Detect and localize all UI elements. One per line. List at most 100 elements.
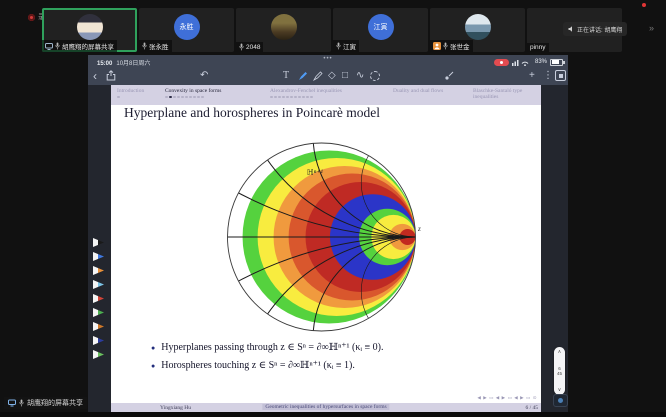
tangent-point-label: z: [417, 225, 421, 233]
tile-label: 张世金: [430, 40, 473, 52]
video-tile[interactable]: 张世金: [430, 8, 525, 52]
avatar: 江寅: [367, 14, 394, 40]
nav-section[interactable]: Blaschke-Santaló type inequalities: [473, 88, 523, 100]
tape-tool-button[interactable]: ∿: [356, 70, 365, 81]
footer-page-number: 6 / 45: [525, 404, 538, 411]
widget-icon: [558, 398, 563, 403]
footer-paper-title: Geometric inequalities of hypersurfaces …: [262, 404, 390, 410]
back-button[interactable]: ‹: [93, 68, 97, 83]
mic-icon: [443, 42, 448, 50]
screen-share-area: 15:00 10月8日周六 ••• 83% ‹ ↶ T: [88, 55, 568, 412]
share-button[interactable]: [106, 69, 116, 82]
pen-preset[interactable]: [93, 238, 104, 247]
bullet-icon: ●: [151, 344, 156, 352]
eraser-tool-button[interactable]: ◇: [328, 70, 336, 81]
pointer-tool-button[interactable]: [444, 69, 454, 82]
pen-strip: [93, 238, 104, 359]
display-icon: [8, 399, 16, 407]
video-tile-screenshare[interactable]: 胡鹰翔的屏幕共享: [42, 8, 137, 52]
floating-widget[interactable]: [553, 394, 568, 407]
avatar: 永胜: [173, 14, 200, 40]
bottom-bar: [0, 412, 666, 417]
shapes-tool-button[interactable]: □: [342, 70, 349, 81]
collapse-chevrons-icon[interactable]: »: [649, 23, 655, 33]
text-tool-button[interactable]: T: [283, 70, 290, 81]
pen-preset[interactable]: [93, 252, 104, 261]
tile-label: pinny: [527, 43, 549, 52]
tile-label: 江寅: [333, 40, 359, 52]
video-tile[interactable]: 江寅 江寅: [333, 8, 428, 52]
participant-name: 江寅: [343, 44, 356, 51]
screen-share-label: 胡鹰翔的屏幕共享: [4, 397, 87, 409]
lasso-tool-button[interactable]: [370, 69, 380, 82]
tile-label: 2048: [236, 42, 264, 52]
pages-view-button[interactable]: [555, 69, 566, 82]
pencil-tool-button[interactable]: [313, 69, 323, 82]
pages-icon: [555, 70, 566, 81]
status-date: 10月8日周六: [116, 61, 151, 67]
participant-name: 张永胜: [149, 44, 169, 51]
laser-pointer-icon: [445, 71, 454, 80]
beamer-nav-symbols[interactable]: ◀ ▶ ▭ ◀ ▶ ▭ ◀ ▶ ▭ ⊙: [477, 396, 537, 401]
pen-icon: [299, 71, 307, 80]
more-button[interactable]: ⋮: [543, 70, 553, 81]
chevron-down-icon[interactable]: ∨: [557, 387, 562, 393]
share-label-text: 胡鹰翔的屏幕共享: [27, 400, 83, 407]
avatar: [464, 14, 491, 40]
participant-name: 张世金: [450, 44, 470, 51]
avatar: [76, 14, 103, 40]
pen-preset[interactable]: [93, 294, 104, 303]
signal-wifi-icons: [511, 60, 529, 66]
chevron-up-icon[interactable]: ∧: [557, 349, 562, 355]
bullet-icon: ●: [151, 362, 156, 370]
battery-percent: 83%: [534, 59, 547, 65]
mic-icon: [142, 42, 147, 50]
mic-icon: [55, 42, 60, 50]
host-badge-icon: [433, 42, 441, 50]
avatar: [270, 14, 297, 40]
left-chrome-strip: [88, 85, 111, 412]
page-current: 6: [558, 366, 561, 371]
pen-preset[interactable]: [93, 350, 104, 359]
undo-button[interactable]: ↶: [200, 70, 209, 81]
nav-section[interactable]: Introduction: [117, 88, 144, 98]
slide-footer: Yingxiang Hu Geometric inequalities of h…: [111, 403, 541, 412]
recording-pill-icon: [493, 58, 509, 66]
ipad-toolbar: ‹ ↶ T ◇ □ ∿ + ⋮: [88, 67, 568, 85]
participant-name: 2048: [246, 43, 261, 51]
pen-tool-button[interactable]: [298, 69, 308, 82]
lasso-icon: [370, 70, 380, 81]
space-label: ℍⁿ⁺¹: [307, 168, 324, 177]
nav-section[interactable]: Alexandrov-Fenchel inequalities: [270, 88, 342, 98]
tile-label: 张永胜: [139, 40, 172, 52]
status-red-dot-icon: [642, 3, 646, 7]
battery-icon: [550, 58, 565, 66]
pen-preset[interactable]: [93, 322, 104, 331]
speaking-text: 正在讲话: 胡鹰翔: [577, 27, 623, 34]
nav-section[interactable]: Duality and dual flows: [393, 88, 444, 94]
speaker-icon: [568, 26, 572, 32]
video-tile[interactable]: 2048: [236, 8, 331, 52]
page-scroller[interactable]: ∧ 6 45 ∨: [554, 347, 565, 395]
slide-title: Hyperplane and horospheres in Poincarè m…: [124, 105, 381, 120]
pen-preset[interactable]: [93, 336, 104, 345]
bullet-item: ● Horospheres touching z ∈ Sⁿ = ∂∞ℍⁿ⁺¹ (κ…: [151, 360, 355, 371]
mic-icon: [19, 399, 24, 407]
pen-preset[interactable]: [93, 308, 104, 317]
slide-nav-header: Introduction Convexity in space forms Al…: [111, 85, 541, 105]
pen-preset[interactable]: [93, 266, 104, 275]
video-tile[interactable]: 永胜 张永胜: [139, 8, 234, 52]
participant-strip: 胡鹰翔的屏幕共享 永胜 张永胜 2048 江寅 江寅: [42, 8, 622, 52]
slide: Introduction Convexity in space forms Al…: [111, 85, 541, 412]
footer-author: Yingxiang Hu: [160, 404, 192, 411]
add-page-button[interactable]: +: [529, 70, 535, 81]
status-time: 15:00: [97, 61, 113, 67]
display-icon: [45, 42, 53, 50]
pen-preset[interactable]: [93, 280, 104, 289]
participant-name: pinny: [530, 44, 546, 51]
page-total: 45: [556, 371, 562, 376]
participant-name: 胡鹰翔的屏幕共享: [62, 44, 114, 51]
nav-section-active[interactable]: Convexity in space forms: [165, 88, 221, 98]
export-icon: [106, 70, 116, 81]
status-dots: •••: [323, 56, 333, 62]
